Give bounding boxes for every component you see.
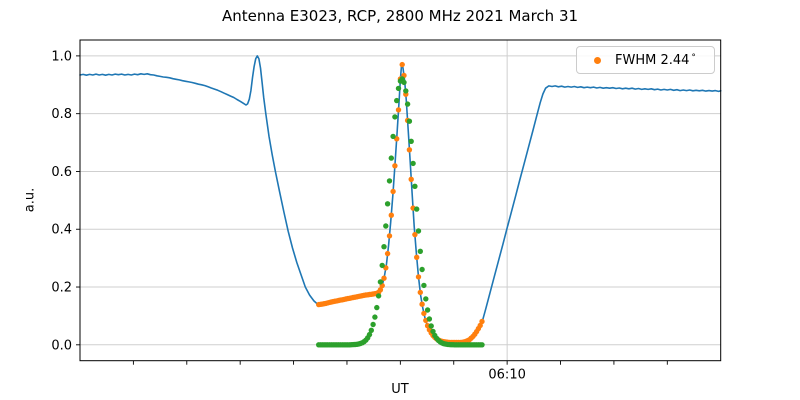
chart-title: Antenna E3023, RCP, 2800 MHz 2021 March … <box>221 7 579 25</box>
gaussian-fit-dot <box>428 323 434 329</box>
gaussian-fit-dot <box>395 85 402 92</box>
gaussian-fit-dot <box>415 228 422 234</box>
gaussian-fit-dot <box>424 307 431 313</box>
gaussian-fit-dot <box>379 262 385 269</box>
gaussian-fit-dot <box>403 88 409 94</box>
window-sample-dot <box>399 61 405 68</box>
window-sample-dot <box>414 254 420 260</box>
legend-box: FWHM 2.44 ° <box>576 46 715 74</box>
window-sample-dot <box>419 301 425 307</box>
window-sample-dot <box>384 250 391 257</box>
gaussian-fit-dot <box>366 331 373 338</box>
gaussian-fit-dot <box>401 79 407 86</box>
window-sample-dot <box>406 147 413 153</box>
gaussian-fit-dot <box>383 223 389 229</box>
gaussian-fit-dot <box>426 316 433 322</box>
window-sample-dot <box>377 287 384 293</box>
x-axis-label: UT <box>391 382 409 397</box>
gaussian-fit-dot <box>479 342 485 348</box>
window-sample-dot <box>421 310 427 317</box>
y-axis-label: a.u. <box>22 187 38 213</box>
gaussian-fit-dot <box>375 293 382 299</box>
legend-marker-dot-icon <box>594 56 601 64</box>
x-tick-label: 06:10 <box>488 368 525 383</box>
gaussian-fit-dot <box>421 282 427 289</box>
gaussian-fit-dot <box>388 155 394 161</box>
gaussian-fit-dot <box>410 160 416 167</box>
gaussian-fit-dot <box>394 97 400 104</box>
gaussian-fit-dot <box>384 201 391 207</box>
gaussian-fit-dot <box>423 296 429 302</box>
gaussian-fit-dot <box>370 321 376 328</box>
legend-label: FWHM 2.44 ° <box>615 52 696 68</box>
window-sample-dot <box>388 212 394 218</box>
gaussian-fit-dot <box>374 304 380 311</box>
y-tick-label: 0.8 <box>51 107 72 122</box>
window-sample-dot <box>386 233 393 239</box>
y-tick-label: 1.0 <box>51 49 72 64</box>
gaussian-fit-dot <box>386 178 393 184</box>
gaussian-fit-dot <box>372 314 378 320</box>
gaussian-fit-dot <box>404 101 411 107</box>
y-tick-label: 0.6 <box>51 165 72 180</box>
degree-symbol: ° <box>691 52 696 63</box>
gaussian-fit-dot <box>377 279 384 285</box>
window-sample-dot <box>395 107 402 113</box>
y-tick-label: 0.0 <box>51 338 72 353</box>
gaussian-fit-dot <box>381 244 387 250</box>
window-sample-dot <box>381 275 387 281</box>
window-sample-dot <box>408 176 414 182</box>
window-sample-dot <box>415 274 422 280</box>
gaussian-fit-dot <box>390 133 396 140</box>
gaussian-fit-dot <box>392 114 398 120</box>
drift-scan-line <box>79 55 722 344</box>
window-sample-dot <box>392 163 398 169</box>
window-sample-dot <box>417 289 423 296</box>
gaussian-fit-dot <box>412 183 418 189</box>
y-tick-label: 0.2 <box>51 281 72 296</box>
y-tick-label: 0.4 <box>51 223 72 238</box>
window-sample-dot <box>390 188 396 195</box>
gaussian-fit-dot <box>406 118 413 124</box>
gaussian-fit-dot <box>417 248 423 254</box>
gaussian-fit-dot <box>408 138 414 144</box>
window-sample-dot <box>412 231 418 238</box>
gaussian-fit-dot <box>414 206 420 212</box>
window-sample-dot <box>479 318 485 325</box>
gaussian-fit-dot <box>368 327 374 333</box>
gaussian-fit-dot <box>430 328 436 335</box>
gaussian-fit-dot <box>419 266 425 273</box>
